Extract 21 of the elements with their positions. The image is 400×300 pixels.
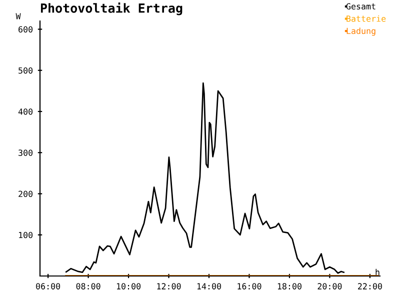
legend-label: Ladung [346, 28, 376, 36]
y-tick-label: 100 [19, 232, 33, 238]
legend-label: Batterie [346, 15, 386, 22]
y-axis-title: W [16, 13, 21, 20]
x-tick-label: 06:00 [36, 283, 60, 290]
x-tick-label: 16:00 [238, 283, 262, 290]
x-tick-label: 12:00 [157, 283, 181, 290]
x-tick-label: 20:00 [318, 283, 342, 290]
chart-title: Photovoltaik Ertrag [40, 2, 182, 16]
x-tick-label: 22:00 [358, 283, 382, 290]
y-tick-label: 600 [18, 26, 33, 33]
legend-label: Gesamt [346, 3, 376, 10]
y-tick-label: 300 [18, 150, 33, 156]
x-tick-label: 14:00 [197, 283, 221, 290]
x-tick-label: 18:00 [278, 283, 302, 290]
y-tick-label: 200 [18, 190, 33, 198]
x-axis-title: h [376, 268, 380, 276]
y-tick-label: 500 [18, 67, 33, 74]
y-tick-label: 400 [18, 108, 33, 115]
x-tick-label: 10:00 [116, 283, 141, 290]
x-tick-label: 08:00 [76, 283, 100, 290]
